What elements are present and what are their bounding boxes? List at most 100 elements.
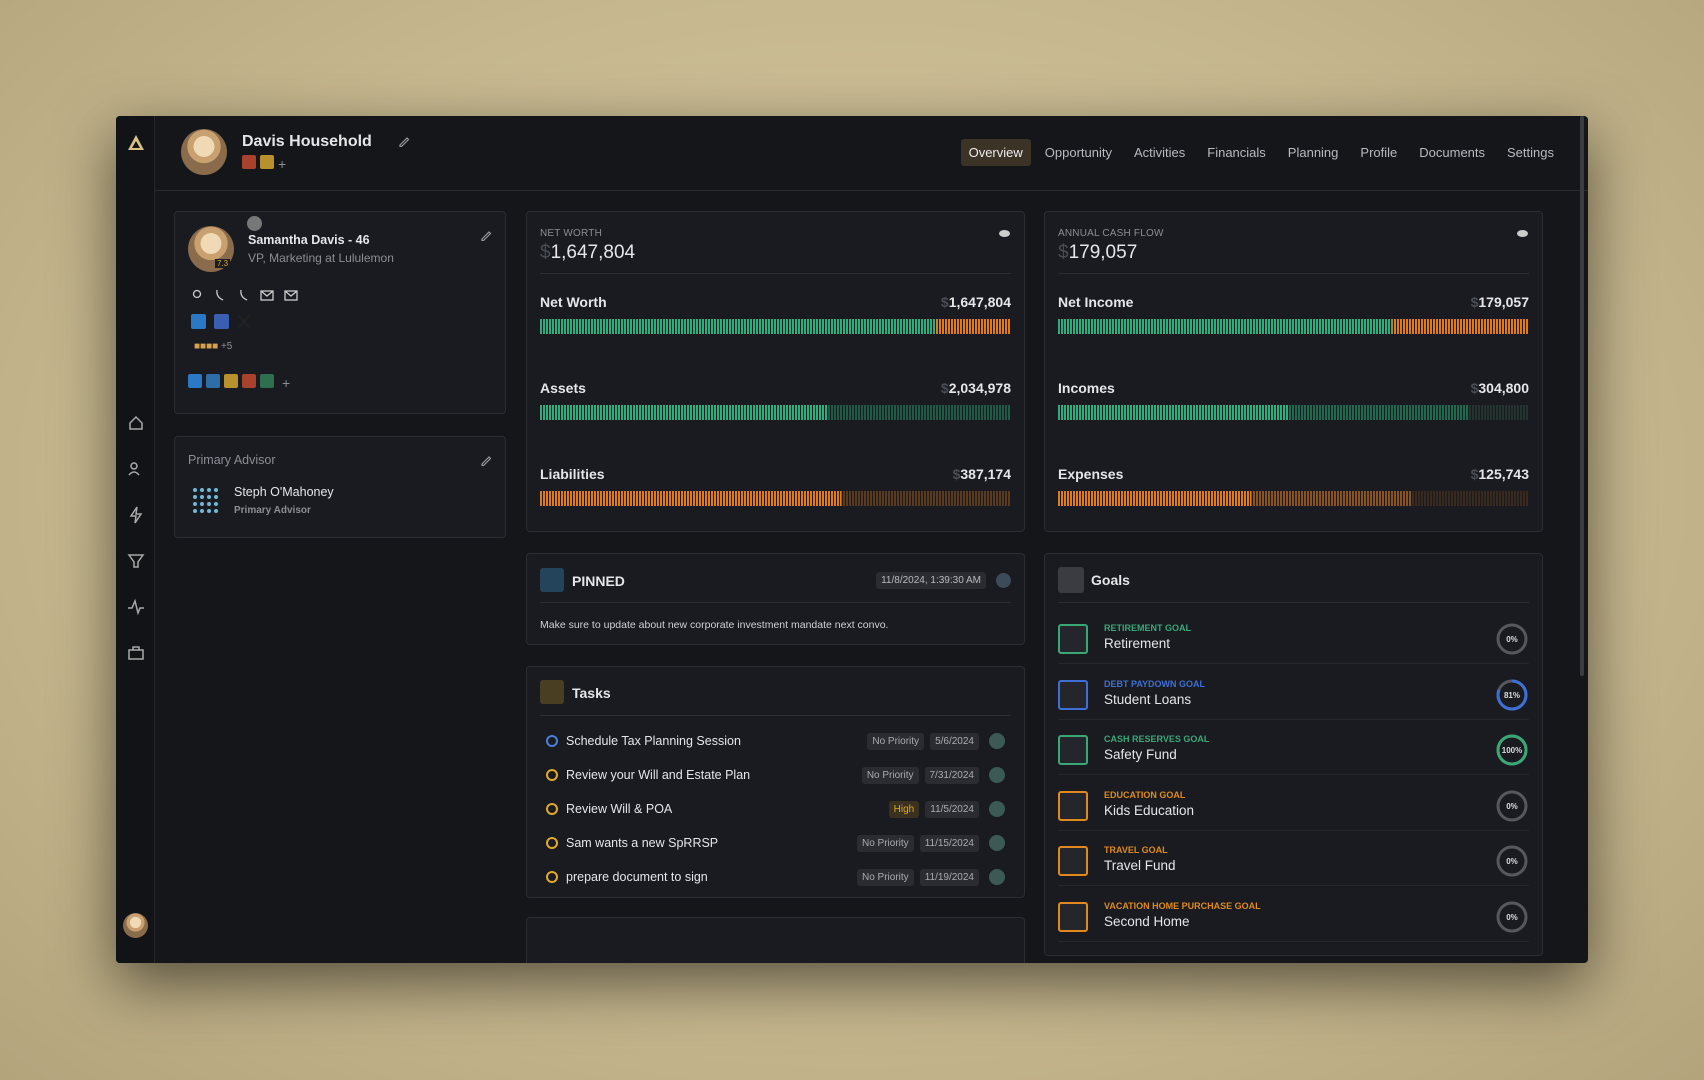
progress-bar — [1058, 491, 1529, 506]
row-label: Net Income — [1058, 294, 1134, 310]
user-avatar[interactable] — [123, 913, 148, 938]
edit-icon[interactable] — [480, 454, 492, 466]
edit-icon[interactable] — [398, 135, 410, 147]
amount: 179,057 — [1478, 294, 1529, 310]
nav-tab[interactable]: Profile — [1360, 145, 1398, 160]
due-date: 11/5/2024 — [925, 800, 979, 818]
add-tag[interactable]: + — [282, 375, 291, 391]
goals-title: Goals — [1091, 572, 1130, 588]
advisor-card: Primary Advisor Steph O'Mahoney Primary … — [174, 436, 506, 538]
currency: $ — [952, 466, 961, 482]
goal-progress: 100% — [1502, 746, 1522, 755]
header: Davis Household + Overview Opportunity Act… — [155, 116, 1588, 191]
profile-card: 7.3 Samantha Davis - 46 VP, Marketing at… — [174, 211, 506, 414]
status-dot — [247, 216, 262, 231]
tag — [260, 374, 274, 388]
currency: $ — [1470, 380, 1479, 396]
nav-tab[interactable]: Financials — [1207, 145, 1266, 160]
task-row[interactable]: prepare document to sign No Priority 11/19… — [540, 865, 1011, 889]
amount: 125,743 — [1478, 466, 1529, 482]
due-date: 11/19/2024 — [919, 868, 979, 886]
goal-icon — [1058, 624, 1088, 654]
logo — [128, 135, 144, 150]
row-label: Liabilities — [540, 466, 605, 482]
tag — [260, 155, 274, 169]
app-window: Davis Household + Overview Opportunity Act… — [116, 116, 1588, 963]
task-row[interactable]: Schedule Tax Planning Session No Priority… — [540, 729, 1011, 753]
goal-row[interactable]: TRAVEL GOAL Travel Fund 0% — [1058, 836, 1529, 886]
total-value: 1,647,804 — [550, 242, 636, 263]
eye-icon[interactable] — [1517, 230, 1528, 237]
people-icon[interactable] — [127, 460, 145, 478]
divider — [540, 715, 1011, 716]
sidebar — [116, 116, 155, 963]
bolt-icon[interactable] — [127, 506, 145, 524]
divider — [1058, 273, 1529, 274]
assignee — [989, 835, 1005, 851]
home-icon[interactable] — [127, 414, 145, 432]
progress-bar — [540, 405, 1011, 420]
goal-name: Student Loans — [1104, 691, 1192, 707]
row-label: Assets — [540, 380, 586, 396]
goal-progress-ring: 0% — [1496, 790, 1528, 821]
scrollbar[interactable] — [1580, 116, 1584, 676]
social-icons[interactable] — [191, 314, 261, 330]
assignee — [989, 733, 1005, 749]
amount: 2,034,978 — [948, 380, 1011, 396]
goal-progress: 81% — [1504, 691, 1520, 700]
ring-track — [1496, 790, 1528, 821]
priority: No Priority — [867, 732, 925, 750]
contact-icons[interactable] — [191, 288, 311, 302]
goal-icon — [1058, 679, 1088, 710]
goal-progress: 0% — [1506, 913, 1518, 922]
client-score: 7.3 — [215, 259, 231, 268]
tag — [242, 374, 256, 388]
task-title: Review your Will and Estate Plan — [566, 768, 751, 782]
amount: 1,647,804 — [948, 294, 1011, 310]
summary-label: NET WORTH — [540, 228, 602, 239]
nav-tab[interactable]: Activities — [1133, 145, 1186, 160]
progress-bar — [540, 319, 1011, 334]
task-row[interactable]: Review Will & POA High 11/5/2024 — [540, 797, 1011, 821]
task-row[interactable]: Sam wants a new SpRRSP No Priority 11/15/2… — [540, 831, 1011, 855]
nav-tab[interactable]: Overview — [960, 139, 1031, 166]
nav-tab[interactable]: Planning — [1287, 145, 1339, 160]
pinned-title: PINNED — [572, 573, 625, 589]
status-icon — [546, 803, 558, 815]
filter-icon[interactable] — [127, 552, 145, 570]
goal-row[interactable]: EDUCATION GOAL Kids Education 0% — [1058, 781, 1529, 831]
nav-tab[interactable]: Opportunity — [1044, 145, 1112, 160]
task-title: prepare document to sign — [566, 870, 708, 884]
ring-track — [1496, 901, 1528, 932]
row-value: $179,057 — [1471, 294, 1529, 310]
goal-row[interactable]: VACATION HOME PURCHASE GOAL Second Home 0% — [1058, 892, 1529, 942]
briefcase-icon[interactable] — [127, 644, 145, 662]
add-tag[interactable]: + — [278, 156, 287, 172]
assignee — [989, 801, 1005, 817]
pulse-icon[interactable] — [127, 598, 145, 616]
pinned-timestamp: 11/8/2024, 1:39:30 AM — [876, 572, 986, 589]
progress-bar — [1058, 319, 1529, 334]
nav-tab[interactable]: Documents — [1419, 145, 1486, 160]
goal-row[interactable]: DEBT PAYDOWN GOAL Student Loans 81% — [1058, 670, 1529, 720]
nav-tab[interactable]: Settings — [1507, 145, 1554, 160]
divider — [1058, 602, 1529, 603]
task-row[interactable]: Review your Will and Estate Plan No Prior… — [540, 763, 1011, 787]
ring-progress — [1496, 734, 1528, 766]
tasks-card: Tasks Schedule Tax Planning Session No Pr… — [526, 666, 1025, 898]
edit-icon[interactable] — [480, 229, 492, 241]
goal-progress: 0% — [1506, 635, 1518, 644]
ring-progress — [1496, 679, 1528, 710]
goal-row[interactable]: RETIREMENT GOAL Retirement 0% — [1058, 614, 1529, 664]
divider — [540, 602, 1011, 603]
goal-row[interactable]: CASH RESERVES GOAL Safety Fund 100% — [1058, 725, 1529, 775]
goal-name: Safety Fund — [1104, 747, 1177, 762]
divider — [540, 273, 1011, 274]
relations: ■■■■ +5 — [194, 341, 233, 352]
currency: $ — [540, 242, 551, 263]
goal-type: DEBT PAYDOWN GOAL — [1104, 678, 1206, 689]
household-title: Davis Household — [242, 133, 372, 150]
row-value: $387,174 — [953, 466, 1011, 482]
eye-icon[interactable] — [999, 230, 1010, 237]
